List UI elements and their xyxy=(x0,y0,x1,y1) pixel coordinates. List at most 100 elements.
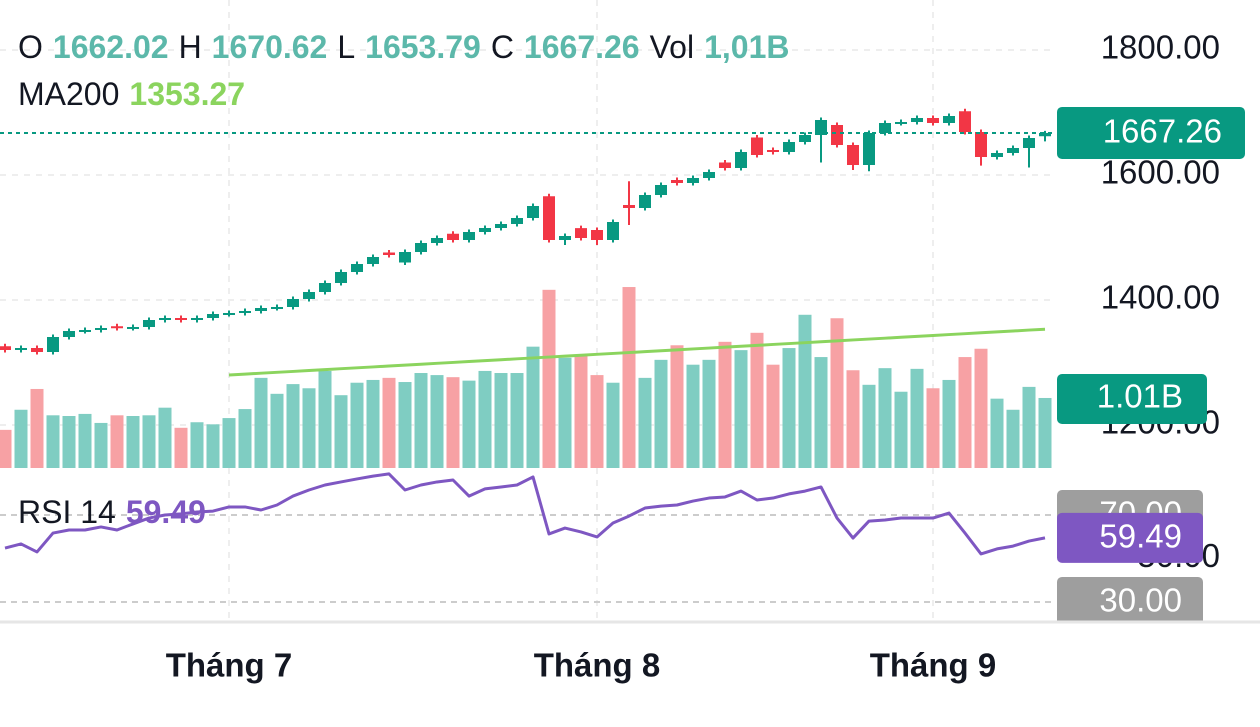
rsi-legend: RSI 14 59.49 xyxy=(18,494,206,530)
candle-body xyxy=(287,299,299,307)
rsi-label: 59.49 xyxy=(1099,518,1182,555)
candle-body xyxy=(367,257,379,264)
candle-body xyxy=(671,180,683,183)
rsi-box xyxy=(1057,512,1203,563)
candle-body xyxy=(239,311,251,313)
candle-body xyxy=(255,308,267,311)
candle-body xyxy=(527,206,539,218)
legend-label: RSI 14 xyxy=(18,494,116,530)
volume-bar xyxy=(798,314,812,468)
volume-bar xyxy=(718,341,732,468)
volume-bar xyxy=(878,368,892,468)
volume-bar xyxy=(14,409,28,468)
legend-label: MA200 xyxy=(18,76,119,112)
candle-body xyxy=(335,272,347,283)
candle-body xyxy=(575,228,587,238)
volume-bar xyxy=(94,422,108,468)
candle-body xyxy=(127,327,139,329)
candle-body xyxy=(767,150,779,152)
legend-value: 1670.62 xyxy=(212,29,328,65)
legend-value: 1,01B xyxy=(704,29,789,65)
legend-value: 1662.02 xyxy=(53,29,169,65)
legend-label: O xyxy=(18,29,43,65)
candle-body xyxy=(383,252,395,255)
candle-body xyxy=(511,218,523,224)
candle-body xyxy=(271,307,283,309)
candle-body xyxy=(719,162,731,168)
volume-bar xyxy=(462,380,476,468)
band-label: 30.00 xyxy=(1099,582,1182,619)
volume-bar xyxy=(910,368,924,468)
candle-body xyxy=(1039,132,1051,137)
volume-bar xyxy=(1038,397,1052,468)
volume-bar xyxy=(958,357,972,468)
candle-body xyxy=(607,222,619,240)
candle-body xyxy=(863,133,875,165)
volume-bar xyxy=(894,391,908,468)
candle-body xyxy=(591,230,603,240)
volume-bar xyxy=(590,375,604,468)
volume-bar xyxy=(222,418,236,468)
volume-bar xyxy=(78,413,92,468)
y-tick-label: 1600.00 xyxy=(1101,154,1220,191)
x-tick-label: Tháng 8 xyxy=(534,647,661,684)
volume-bar xyxy=(654,359,668,468)
price-pane xyxy=(0,108,1055,377)
candle-body xyxy=(639,195,651,208)
volume-bar xyxy=(542,289,556,468)
candle-body xyxy=(927,118,939,123)
candle-body xyxy=(943,116,955,123)
volume-bar xyxy=(494,373,508,468)
volume-bar xyxy=(926,388,940,468)
candle-body xyxy=(111,326,123,329)
ma-legend: MA200 1353.27 xyxy=(18,76,245,112)
volume-bar xyxy=(750,332,764,468)
volume-bar xyxy=(334,395,348,468)
candle-body xyxy=(175,318,187,320)
y-tick-label: 1400.00 xyxy=(1101,279,1220,316)
volume-bar xyxy=(382,377,396,468)
candle-body xyxy=(31,348,43,352)
ohlc-legend: O 1662.02 H 1670.62 L 1653.79 C 1667.26 Vol 1,01B xyxy=(18,29,789,65)
candle-body xyxy=(975,132,987,157)
band-box xyxy=(1057,576,1203,622)
candle-body xyxy=(495,224,507,228)
legend-value: 1667.26 xyxy=(524,29,640,65)
volume-bar xyxy=(1006,409,1020,468)
candle-body xyxy=(751,137,763,155)
candle-body xyxy=(63,331,75,337)
legend-value: 1353.27 xyxy=(129,76,245,112)
volume-bar xyxy=(158,407,172,468)
candle-body xyxy=(831,125,843,145)
legend-label: Vol xyxy=(650,29,694,65)
candle-body xyxy=(463,232,475,240)
legend-value: 59.49 xyxy=(126,494,206,530)
price-box xyxy=(1057,106,1245,159)
volume-bar xyxy=(526,346,540,468)
candle-body xyxy=(879,123,891,133)
y-tick-label: 1800.00 xyxy=(1101,29,1220,66)
candle-body xyxy=(447,233,459,240)
candle-body xyxy=(399,252,411,263)
volume-bar xyxy=(366,379,380,468)
volume-bar xyxy=(190,422,204,468)
volume-bar xyxy=(62,416,76,468)
volume-bar xyxy=(430,375,444,468)
candle-body xyxy=(735,152,747,168)
volume-box xyxy=(1057,373,1207,424)
legend-label: C xyxy=(491,29,514,65)
volume-bar xyxy=(702,359,716,468)
candle-body xyxy=(895,122,907,124)
candle-body xyxy=(815,120,827,135)
volume-bar xyxy=(142,415,156,468)
volume-bar xyxy=(558,357,572,468)
volume-bar xyxy=(574,354,588,468)
candle-body xyxy=(991,153,1003,157)
candle-body xyxy=(415,243,427,252)
volume-bar xyxy=(862,384,876,468)
ma-line xyxy=(228,327,1046,377)
candle-body xyxy=(223,313,235,315)
candle-body xyxy=(303,292,315,299)
